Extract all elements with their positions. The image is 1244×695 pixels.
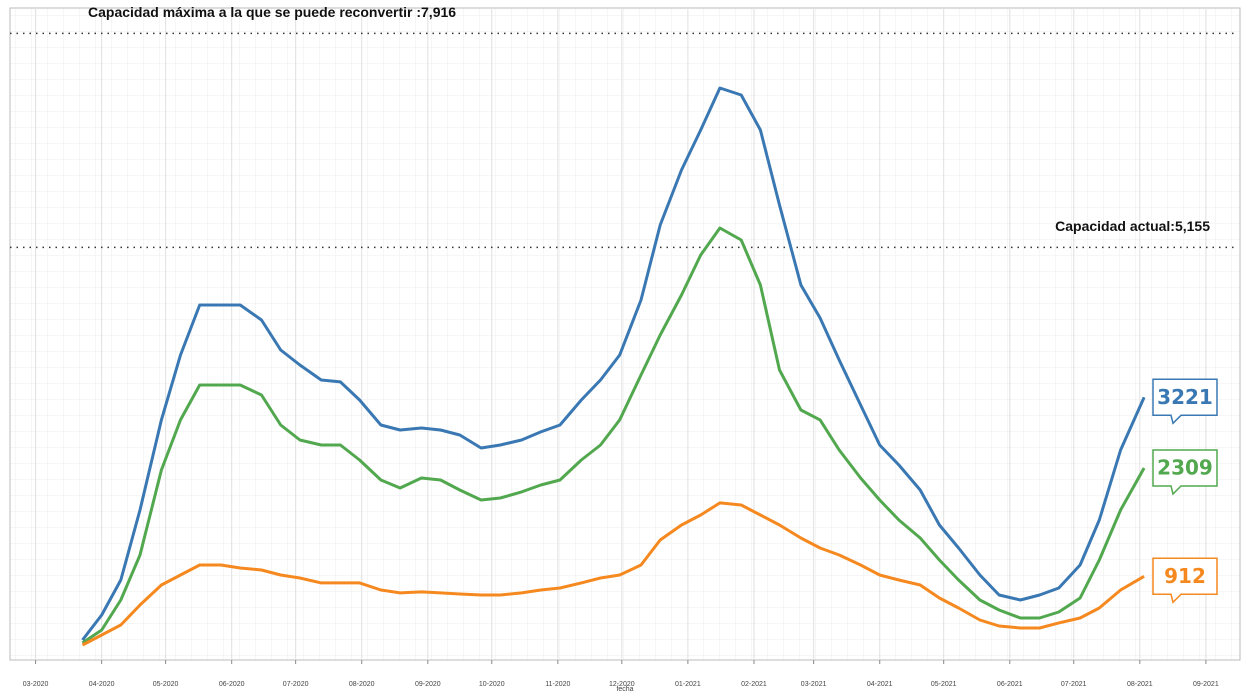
x-tick-label: 02-2021 [741, 681, 767, 688]
x-tick-label: 01-2021 [675, 681, 701, 688]
annotation: Capacidad actual:5,155 [1055, 218, 1210, 234]
x-tick-label: 07-2020 [283, 681, 309, 688]
x-tick-label: 06-2021 [997, 681, 1023, 688]
x-tick-label: 04-2020 [89, 681, 115, 688]
x-axis-label: fecha [616, 686, 633, 693]
x-tick-label: 10-2020 [479, 681, 505, 688]
x-tick-label: 05-2020 [153, 681, 179, 688]
x-tick-label: 03-2021 [801, 681, 827, 688]
x-tick-label: 06-2020 [219, 681, 245, 688]
x-tick-label: 12-2020 [609, 681, 635, 688]
x-tick-label: 03-2020 [23, 681, 49, 688]
x-tick-label: 08-2021 [1127, 681, 1153, 688]
x-tick-label: 07-2021 [1061, 681, 1087, 688]
x-tick-label: 09-2020 [415, 681, 441, 688]
x-tick-label: 08-2020 [349, 681, 375, 688]
data-label: 3221 [1157, 385, 1213, 409]
data-label: 912 [1164, 564, 1206, 588]
series-line [81, 226, 1146, 645]
label-box [1152, 449, 1218, 496]
label-box [1152, 557, 1218, 604]
x-tick-label: 11-2020 [545, 681, 570, 688]
label-box [1152, 378, 1218, 425]
x-tick-label: 04-2021 [867, 681, 893, 688]
x-tick-label: 09-2021 [1193, 681, 1219, 688]
annotation: Capacidad máxima a la que se puede recon… [88, 4, 456, 20]
x-tick-label: 05-2021 [931, 681, 957, 688]
series-line [81, 501, 1145, 647]
plot-area [9, 7, 1241, 661]
data-label: 2309 [1157, 455, 1213, 479]
series-line [81, 86, 1146, 641]
